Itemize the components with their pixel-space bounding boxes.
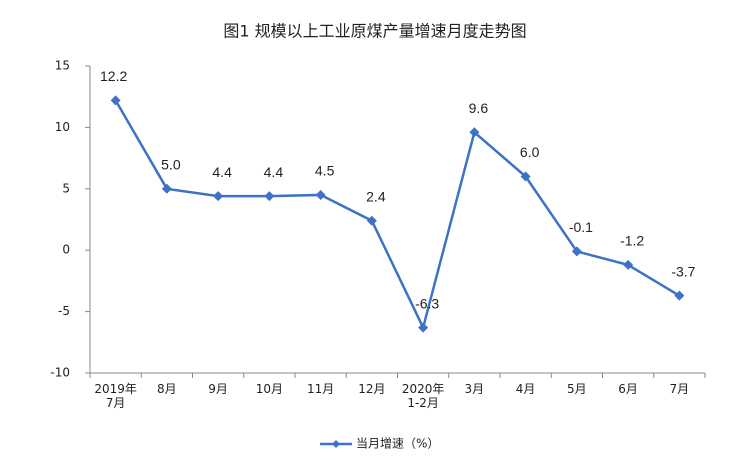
x-tick-label: 10月 [256, 382, 283, 396]
x-tick-label: 6月 [618, 382, 638, 396]
series-line [114, 99, 681, 332]
y-tick-label: -10 [50, 366, 70, 380]
value-label: -0.1 [569, 219, 593, 235]
value-label: 4.4 [212, 164, 232, 180]
point-marker [264, 191, 275, 202]
value-label: -6.3 [415, 295, 439, 311]
point-marker [623, 259, 634, 270]
value-label: 5.0 [161, 157, 181, 173]
y-tick-label: 0 [62, 243, 70, 257]
y-tick-label: 15 [55, 59, 70, 73]
x-tick-label: 12月 [358, 382, 385, 396]
point-marker [110, 95, 121, 106]
x-tick-label: 8月 [157, 382, 177, 396]
x-tick-label: 5月 [567, 382, 587, 396]
value-label: 4.5 [315, 163, 335, 179]
point-marker [674, 290, 685, 301]
x-tick-label: 7月 [670, 382, 690, 396]
legend-label: 当月增速（%） [356, 437, 439, 451]
x-tick-label: 4月 [516, 382, 536, 396]
x-tick-label: 2020年 1-2月 [402, 382, 445, 410]
value-label: 6.0 [520, 144, 540, 160]
value-label: 9.6 [469, 100, 489, 116]
value-label: -1.2 [620, 233, 644, 249]
x-tick-label: 2019年 7月 [94, 382, 137, 410]
x-tick-label: 9月 [208, 382, 228, 396]
point-marker [418, 322, 429, 333]
point-marker [161, 183, 172, 194]
chart-title: 图1 规模以上工业原煤产量增速月度走势图 [223, 22, 526, 41]
y-tick-label: 10 [55, 120, 70, 134]
y-tick-label: 5 [62, 181, 70, 195]
y-tick-label: -5 [58, 304, 70, 318]
legend-marker [332, 440, 340, 448]
point-marker [366, 215, 377, 226]
x-tick-label: 11月 [307, 382, 334, 396]
x-tick-label: 3月 [465, 382, 485, 396]
point-marker [315, 189, 326, 200]
point-marker [213, 191, 224, 202]
point-marker [571, 246, 582, 257]
value-label: 2.4 [366, 188, 386, 204]
value-label: 4.4 [264, 164, 284, 180]
point-marker [520, 171, 531, 182]
point-marker [469, 127, 480, 138]
value-label: -3.7 [671, 263, 695, 279]
value-label: 12.2 [100, 68, 127, 84]
